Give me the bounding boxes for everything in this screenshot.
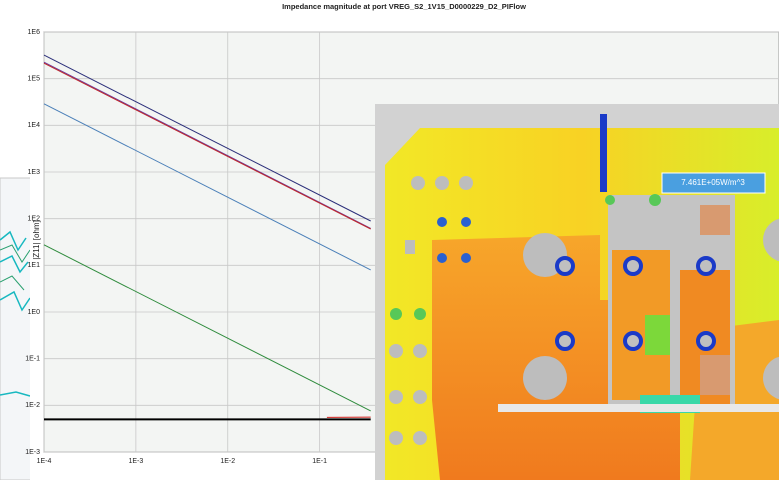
y-tick-label: 1E1 — [28, 262, 41, 269]
y-tick-label: 1E2 — [28, 216, 41, 223]
y-tick-label: 1E4 — [28, 122, 41, 129]
background-window — [0, 178, 32, 480]
x-tick-label: 1E-2 — [220, 458, 235, 465]
y-tick-label: 1E3 — [28, 169, 41, 176]
field-map-window: 7.461E+05W/m^3 — [375, 104, 779, 480]
y-tick-label: 1E5 — [28, 76, 41, 83]
y-tick-label: 1E-1 — [25, 356, 40, 363]
y-tick-label: 1E6 — [28, 29, 41, 36]
screen: Impedance magnitude at port VREG_S2_1V15… — [0, 0, 779, 480]
x-tick-label: 1E-4 — [37, 458, 52, 465]
y-tick-label: 1E-2 — [25, 402, 40, 409]
x-tick-label: 1E-1 — [312, 458, 327, 465]
y-tick-label: 1E-3 — [25, 449, 40, 456]
map-value-label: 7.461E+05W/m^3 — [681, 178, 745, 187]
y-tick-label: 1E0 — [28, 309, 41, 316]
chart-title: Impedance magnitude at port VREG_S2_1V15… — [282, 2, 526, 11]
y-axis-label: |Z11| [ohm] — [32, 220, 41, 260]
x-tick-label: 1E-3 — [128, 458, 143, 465]
